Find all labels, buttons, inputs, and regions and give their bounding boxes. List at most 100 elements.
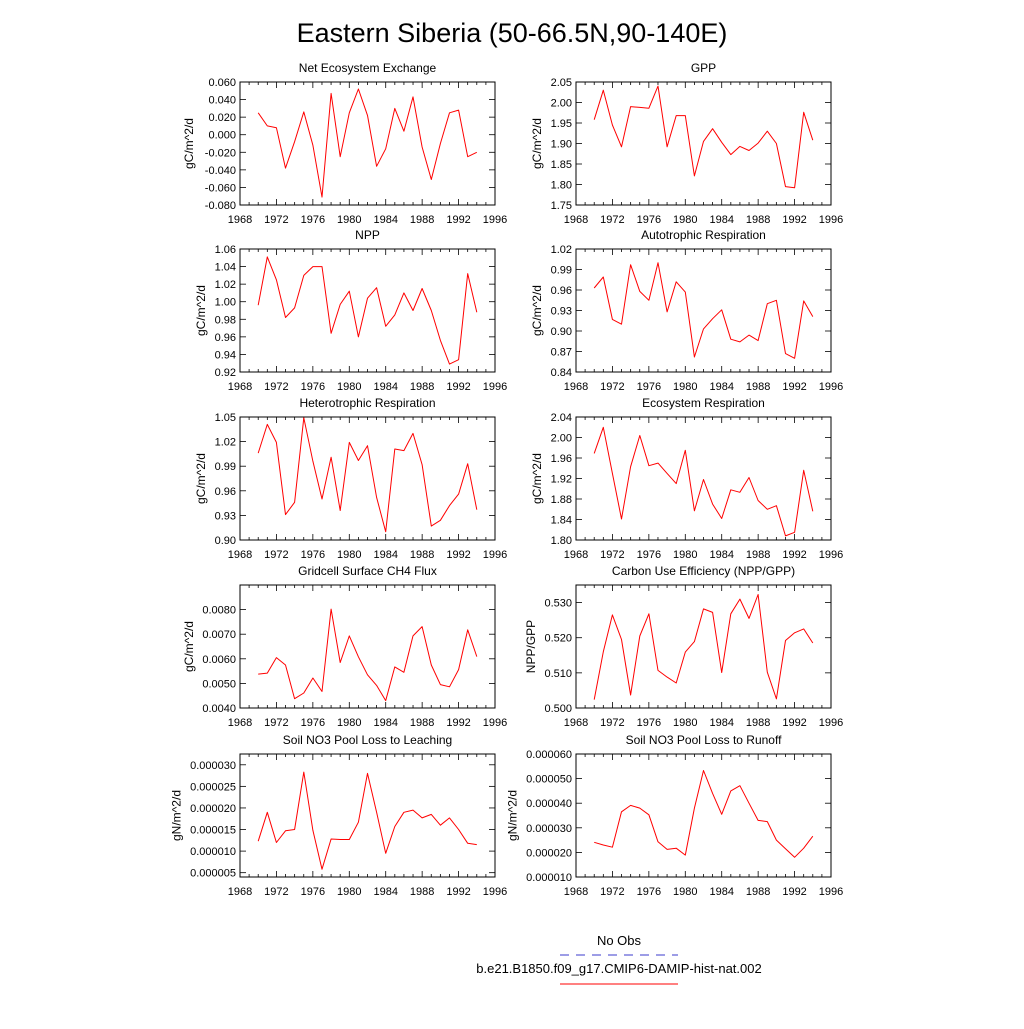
x-tick-label: 1972 [600,717,624,729]
x-tick-label: 1984 [373,381,397,393]
x-tick-label: 1968 [564,214,588,226]
x-tick-label: 1984 [709,886,733,898]
chart-title: Net Ecosystem Exchange [299,61,437,75]
x-tick-label: 1992 [782,549,806,561]
x-tick-label: 1988 [410,549,434,561]
y-tick-label: 1.84 [551,515,572,527]
y-axis-label: gC/m^2/d [530,285,544,336]
chart-title: Heterotrophic Respiration [299,396,435,410]
y-tick-label: 0.99 [215,461,236,473]
plot-frame [575,248,832,373]
x-tick-label: 1984 [373,549,397,561]
y-axis-label: NPP/GPP [524,620,538,673]
legend: No Obs b.e21.B1850.f09_g17.CMIP6-DAMIP-h… [476,933,762,985]
y-tick-label: 2.00 [551,98,572,110]
x-tick-label: 1980 [673,886,697,898]
y-tick-label: 2.00 [551,433,572,445]
y-tick-label: 1.96 [551,453,572,465]
x-tick-label: 1976 [301,381,325,393]
y-tick-label: 0.510 [544,668,572,680]
chart-panel: Soil NO3 Pool Loss to Leaching 1968 1972 19… [169,733,507,898]
chart-title: Carbon Use Efficiency (NPP/GPP) [612,564,795,578]
y-tick-label: 1.85 [551,159,572,171]
chart-panel: Net Ecosystem Exchange 1968 1972 1976 1980 19… [182,61,507,226]
x-tick-label: 1992 [446,549,470,561]
x-tick-label: 1984 [709,549,733,561]
x-tick-label: 1980 [673,214,697,226]
y-tick-label: 0.0070 [202,629,236,641]
x-tick-label: 1996 [819,886,843,898]
plot-frame [239,81,496,206]
y-tick-label: 0.87 [551,347,572,359]
x-tick-label: 1988 [746,549,770,561]
y-tick-label: 1.80 [551,535,572,547]
y-tick-label: 0.020 [208,112,236,124]
x-tick-label: 1972 [264,381,288,393]
x-tick-label: 1972 [264,717,288,729]
x-tick-label: 1996 [483,381,507,393]
y-tick-label: 0.98 [215,314,236,326]
x-tick-label: 1996 [483,717,507,729]
y-tick-label: 1.80 [551,180,572,192]
series-line [593,262,814,359]
y-tick-label: 1.06 [215,244,236,256]
series-line [593,426,814,537]
x-tick-label: 1984 [373,717,397,729]
x-tick-label: 1984 [709,214,733,226]
y-axis-label: gC/m^2/d [182,621,196,672]
x-tick-label: 1988 [410,717,434,729]
chart-panel: NPP 1968 1972 1976 1980 1984 1988 1992 1996 0.92 0… [194,228,507,393]
y-axis-label: gC/m^2/d [194,285,208,336]
y-tick-label: 0.0060 [202,654,236,666]
x-tick-label: 1992 [446,886,470,898]
x-tick-label: 1984 [373,214,397,226]
chart-panel: Gridcell Surface CH4 Flux 1968 1972 1976 198… [182,564,507,729]
y-tick-label: 0.90 [215,535,236,547]
y-tick-label: 0.92 [215,367,236,379]
x-tick-label: 1976 [301,886,325,898]
x-tick-label: 1976 [637,214,661,226]
x-tick-label: 1980 [673,549,697,561]
chart-title: Autotrophic Respiration [641,228,766,242]
x-tick-label: 1996 [483,886,507,898]
x-tick-label: 1992 [446,214,470,226]
chart-panel: Ecosystem Respiration 1968 1972 1976 1980 198… [530,396,843,561]
x-tick-label: 1976 [637,549,661,561]
y-tick-label: 0.93 [551,306,572,318]
x-tick-label: 1992 [782,717,806,729]
chart-title: Soil NO3 Pool Loss to Leaching [283,733,452,747]
plot-frame [575,416,832,541]
y-tick-label: 1.75 [551,200,572,212]
series-line [593,85,814,189]
x-tick-label: 1968 [228,549,252,561]
y-axis-label: gC/m^2/d [194,453,208,504]
chart-panel: Soil NO3 Pool Loss to Runoff 1968 1972 1976… [505,733,843,898]
y-tick-label: 0.000020 [526,847,572,859]
y-tick-label: 0.000015 [190,825,236,837]
chart-title: Soil NO3 Pool Loss to Runoff [626,733,783,747]
series-line [257,417,478,533]
y-tick-label: 0.000 [208,130,236,142]
y-tick-label: 0.000030 [526,823,572,835]
chart-panel: Autotrophic Respiration 1968 1972 1976 1980 1… [530,228,843,393]
y-tick-label: 1.88 [551,494,572,506]
chart-title: GPP [691,61,716,75]
y-axis-label: gC/m^2/d [182,118,196,169]
y-tick-label: 0.96 [215,486,236,498]
y-tick-label: 1.92 [551,474,572,486]
x-tick-label: 1988 [746,717,770,729]
y-tick-label: 0.96 [215,332,236,344]
x-tick-label: 1976 [301,549,325,561]
x-tick-label: 1980 [337,214,361,226]
y-axis-label: gC/m^2/d [530,453,544,504]
x-tick-label: 1976 [301,214,325,226]
x-tick-label: 1972 [600,886,624,898]
y-tick-label: 1.02 [215,279,236,291]
y-tick-label: 0.000020 [190,803,236,815]
y-tick-label: 0.000060 [526,749,572,761]
plot-frame [239,753,496,878]
x-tick-label: 1968 [228,886,252,898]
y-tick-label: -0.060 [205,182,236,194]
chart-panel: Heterotrophic Respiration 1968 1972 1976 198… [194,396,507,561]
